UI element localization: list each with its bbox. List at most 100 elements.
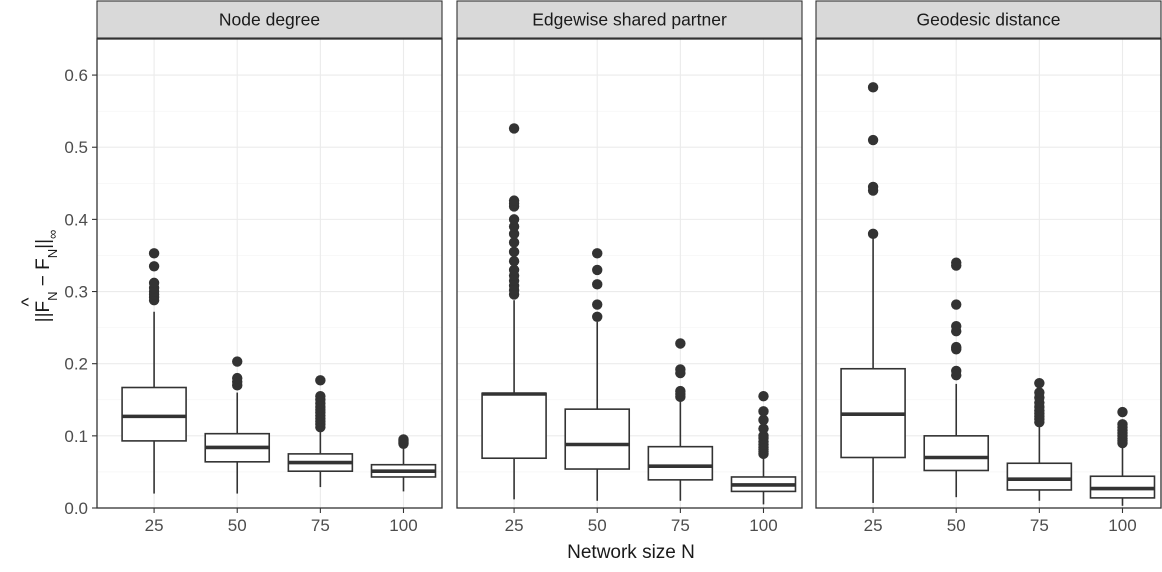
outlier-point — [592, 248, 603, 259]
y-title-f: F — [33, 258, 54, 270]
outlier-point — [592, 279, 603, 290]
y-title-open-bars: || — [33, 312, 54, 322]
box-25 — [481, 123, 547, 500]
outlier-point — [148, 261, 160, 272]
outlier-point — [951, 320, 962, 332]
iqr-box — [923, 435, 990, 472]
panel-border — [96, 38, 443, 509]
panel-border — [456, 38, 803, 509]
outlier-point — [508, 264, 520, 276]
outlier-point — [675, 364, 686, 375]
box-75 — [287, 375, 354, 488]
y-tick-label: 0.3 — [64, 283, 88, 302]
facet-panel-1: Node degree — [96, 0, 443, 509]
outlier-point — [508, 246, 520, 258]
x-tick-label: 50 — [588, 516, 607, 535]
y-title-minus: − — [33, 270, 54, 292]
outlier-point — [758, 414, 769, 426]
box-25 — [840, 82, 906, 503]
x-axis-title: Network size N — [567, 542, 695, 563]
box-50 — [204, 356, 271, 494]
y-title-sub-n1: N — [45, 291, 60, 300]
x-tick-label: 75 — [1030, 516, 1049, 535]
outlier-point — [508, 256, 520, 267]
outlier-point — [951, 299, 962, 310]
outlier-point — [508, 123, 520, 134]
y-title-sub-n2: N — [45, 249, 60, 258]
outlier-point — [758, 423, 769, 434]
outlier-point — [148, 248, 160, 259]
box-100 — [1089, 406, 1156, 506]
box-100 — [730, 390, 797, 505]
x-tick-label: 100 — [749, 516, 777, 535]
x-tick-label: 25 — [505, 516, 524, 535]
outlier-point — [148, 277, 160, 289]
facet-strip-label: Geodesic distance — [917, 10, 1061, 30]
facet-strip-label: Node degree — [219, 10, 320, 30]
outlier-point — [675, 385, 686, 397]
x-tick-label: 50 — [947, 516, 966, 535]
facet-strip — [815, 0, 1162, 39]
facet-panels: Node degree Edgewise shared partner Geodes… — [96, 0, 1162, 509]
outlier-point — [951, 257, 962, 268]
box-100 — [370, 434, 437, 492]
outlier-point — [508, 195, 520, 206]
y-axis-title: ||FN − FN||∞ ^ — [19, 230, 60, 323]
y-tick-label: 0.2 — [64, 355, 88, 374]
outlier-point — [508, 228, 520, 240]
outlier-point — [508, 221, 520, 232]
outlier-point — [758, 430, 769, 442]
outlier-point — [867, 134, 879, 146]
iqr-box — [1006, 462, 1073, 491]
outlier-point — [758, 406, 769, 417]
panel-border — [815, 38, 1162, 509]
box-25 — [121, 248, 187, 494]
outlier-point — [315, 375, 326, 386]
y-title-hat: ^ — [19, 297, 40, 306]
y-title-infinity: ∞ — [45, 230, 60, 239]
outlier-point — [232, 372, 243, 384]
iqr-box — [647, 445, 714, 481]
y-title-f-hat: F — [33, 301, 54, 313]
outlier-point — [315, 390, 326, 402]
outlier-point — [951, 365, 962, 377]
outlier-point — [232, 356, 243, 367]
outlier-point — [592, 264, 603, 276]
outlier-point — [867, 82, 879, 93]
outlier-point — [592, 299, 603, 310]
outlier-point — [758, 390, 769, 402]
iqr-box — [564, 408, 631, 470]
svg-text:||FN − FN||∞: ||FN − FN||∞ — [33, 230, 60, 323]
outlier-point — [398, 434, 409, 445]
x-axis: 25 50 75 100 25 50 75 100 25 50 75 100 — [145, 508, 1137, 535]
outlier-point — [867, 181, 879, 193]
outlier-point — [508, 237, 520, 248]
box-50 — [564, 248, 631, 501]
x-tick-label: 25 — [864, 516, 883, 535]
outlier-point — [675, 338, 686, 349]
box-75 — [1006, 377, 1073, 501]
facet-panel-2: Edgewise shared partner — [456, 0, 803, 509]
y-axis: 0.0 0.1 0.2 0.3 0.4 0.5 0.6 — [64, 66, 97, 518]
facet-panel-3: Geodesic distance — [815, 0, 1162, 509]
outlier-point — [1034, 387, 1045, 398]
iqr-box — [121, 386, 187, 442]
x-tick-label: 100 — [1108, 516, 1136, 535]
facet-strip — [456, 0, 803, 39]
x-tick-label: 75 — [671, 516, 690, 535]
y-tick-label: 0.6 — [64, 66, 88, 85]
facet-strip — [96, 0, 443, 39]
outlier-point — [592, 311, 603, 322]
y-tick-label: 0.1 — [64, 427, 88, 446]
box-50 — [923, 257, 990, 498]
outlier-point — [867, 228, 879, 240]
y-tick-label: 0.5 — [64, 138, 88, 157]
outlier-point — [951, 341, 962, 353]
x-tick-label: 50 — [228, 516, 247, 535]
iqr-box — [481, 392, 547, 460]
facet-strip-label: Edgewise shared partner — [532, 10, 727, 30]
outlier-point — [508, 214, 520, 225]
x-tick-label: 100 — [389, 516, 417, 535]
outlier-point — [1117, 406, 1128, 418]
